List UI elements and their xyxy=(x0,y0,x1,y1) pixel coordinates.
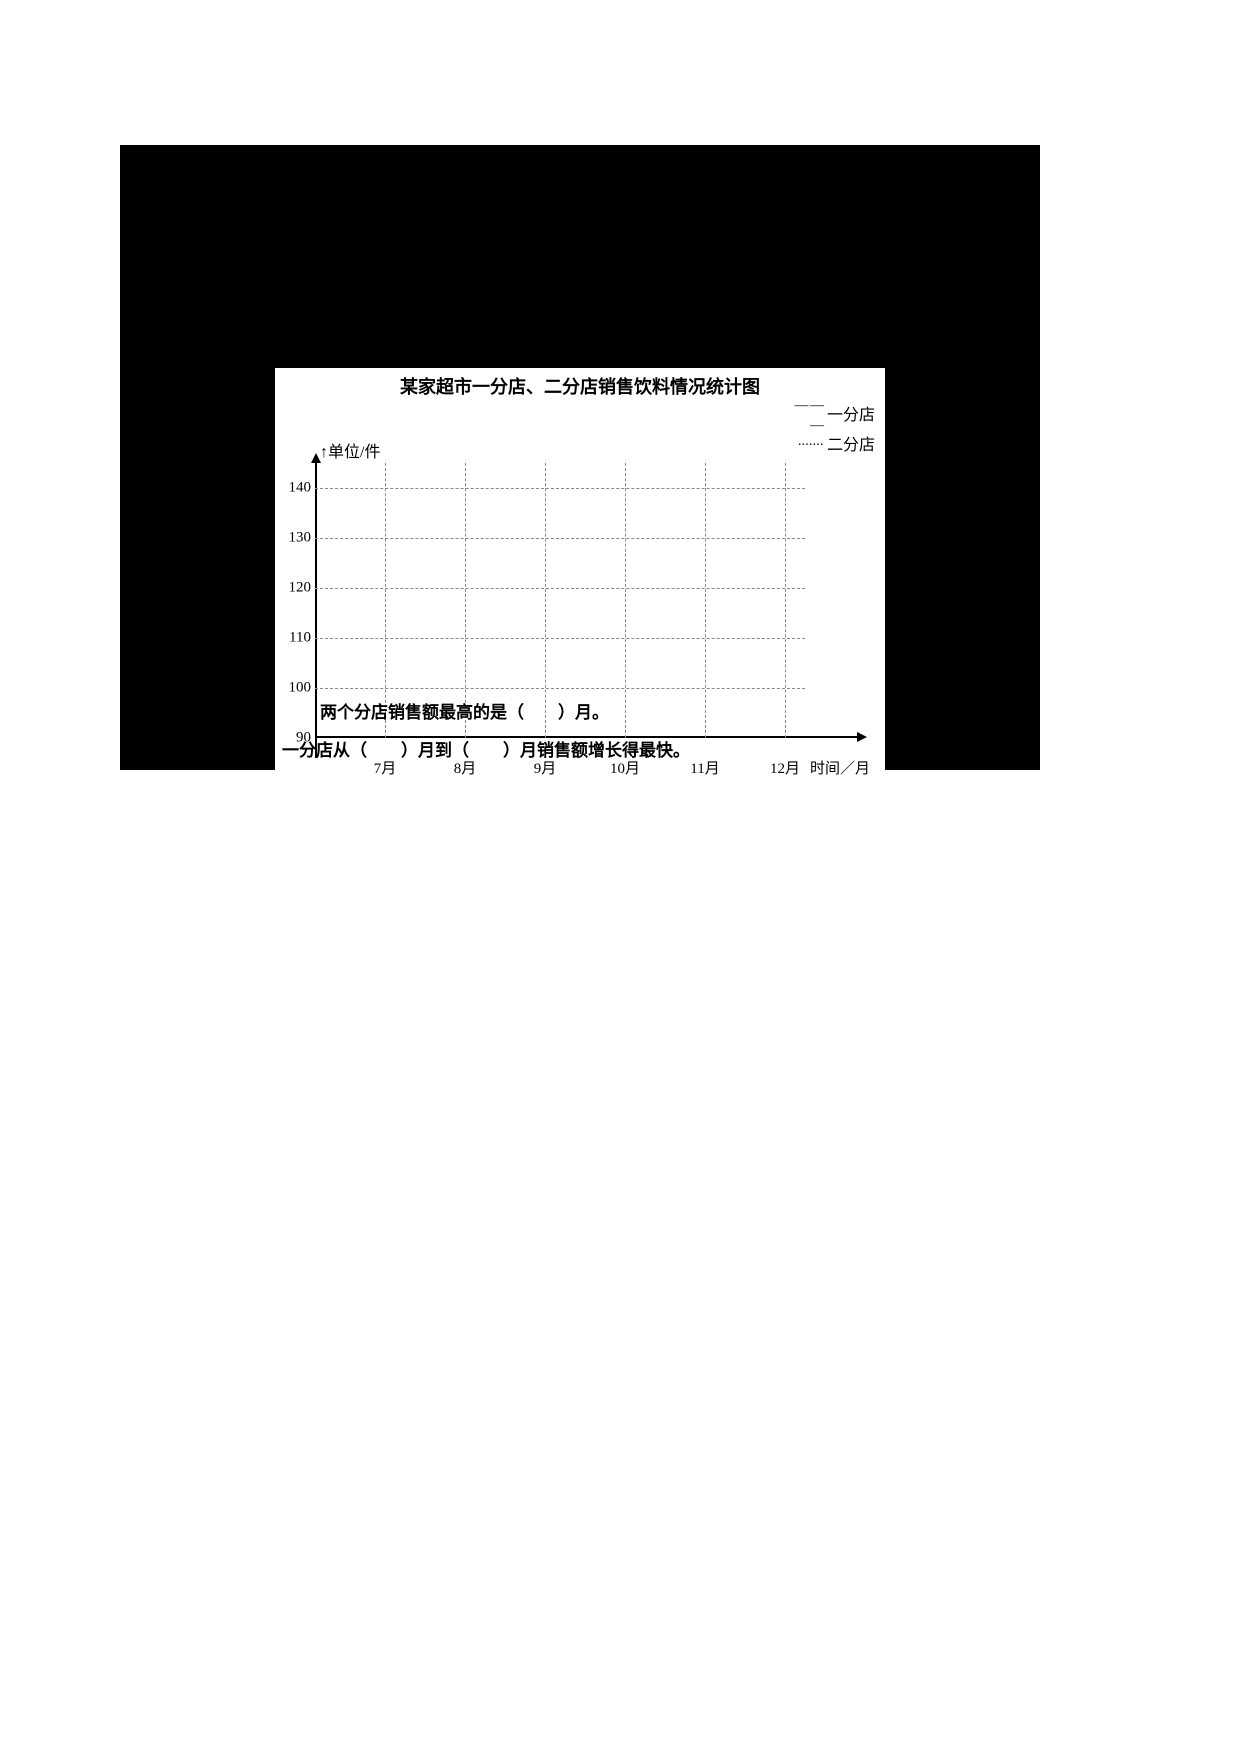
ytick-140: 140 xyxy=(277,480,311,497)
gridline-dec xyxy=(785,463,786,738)
gridline-sep xyxy=(545,463,546,738)
gridline-aug xyxy=(465,463,466,738)
gridline-100 xyxy=(315,688,805,689)
legend-mark-dashed: — — — xyxy=(787,396,827,436)
gridline-nov xyxy=(705,463,706,738)
xtick-nov: 11月 xyxy=(690,757,719,778)
y-axis-arrow-icon xyxy=(311,453,321,463)
x-axis-arrow-icon xyxy=(857,732,867,742)
gridline-oct xyxy=(625,463,626,738)
gridline-140 xyxy=(315,488,805,489)
question-text-2: 一分店从（ ）月到（ ）月销售额增长得最快。 xyxy=(282,736,690,761)
gridline-110 xyxy=(315,638,805,639)
ytick-120: 120 xyxy=(277,580,311,597)
legend-label-2: 二分店 xyxy=(827,436,875,456)
gridline-120 xyxy=(315,588,805,589)
legend-item-1: — — — 一分店 xyxy=(787,396,875,436)
chart-legend: — — — 一分店 ······· 二分店 xyxy=(787,396,875,456)
question-text-1: 两个分店销售额最高的是（ ）月。 xyxy=(320,698,609,723)
black-background-region: 某家超市一分店、二分店销售饮料情况统计图 — — — 一分店 ······· 二… xyxy=(120,145,1040,770)
legend-mark-dotted: ······· xyxy=(787,436,827,456)
xtick-dec: 12月 xyxy=(770,757,800,778)
ytick-100: 100 xyxy=(277,680,311,697)
gridline-jul xyxy=(385,463,386,738)
x-axis-label: 时间／月 xyxy=(810,757,870,778)
y-axis-label: ↑单位/件 xyxy=(320,438,380,462)
plot-area: 140 130 120 110 100 90 7月 8月 9月 10月 11月 … xyxy=(315,463,845,758)
chart-panel: 某家超市一分店、二分店销售饮料情况统计图 — — — 一分店 ······· 二… xyxy=(275,368,885,770)
y-arrow-icon: ↑ xyxy=(320,444,328,461)
ytick-110: 110 xyxy=(277,630,311,647)
gridline-130 xyxy=(315,538,805,539)
legend-item-2: ······· 二分店 xyxy=(787,436,875,456)
ytick-130: 130 xyxy=(277,530,311,547)
legend-label-1: 一分店 xyxy=(827,406,875,426)
y-axis-line xyxy=(315,455,317,758)
